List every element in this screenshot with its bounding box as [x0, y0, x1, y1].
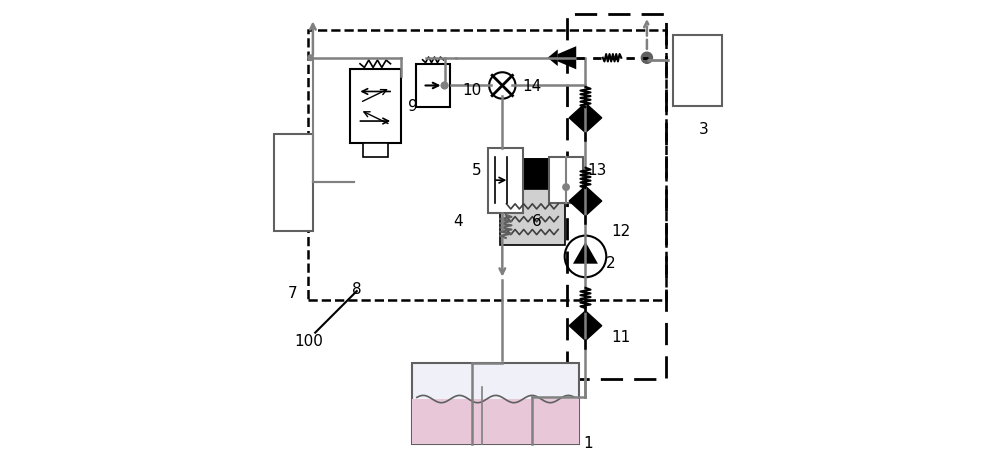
Bar: [500, 159, 565, 245]
Bar: [412, 399, 579, 444]
Bar: [350, 69, 401, 143]
Text: 100: 100: [294, 334, 323, 349]
Circle shape: [441, 82, 448, 89]
Polygon shape: [569, 186, 602, 216]
Text: 6: 6: [532, 214, 542, 229]
Text: 7: 7: [287, 286, 297, 301]
Bar: [567, 14, 666, 379]
Text: 14: 14: [523, 79, 542, 93]
Circle shape: [641, 52, 652, 63]
Text: 9: 9: [408, 99, 417, 114]
Text: 10: 10: [463, 83, 482, 98]
Bar: [274, 134, 313, 231]
Text: 13: 13: [588, 164, 607, 178]
Text: 8: 8: [352, 282, 362, 297]
Bar: [412, 363, 579, 444]
Text: 3: 3: [699, 122, 708, 137]
Polygon shape: [569, 103, 602, 133]
Bar: [363, 143, 388, 157]
Polygon shape: [569, 311, 602, 340]
Bar: [549, 157, 583, 203]
Text: 5: 5: [472, 164, 482, 178]
Text: 4: 4: [453, 214, 463, 229]
Circle shape: [441, 82, 448, 89]
Circle shape: [308, 55, 313, 61]
Text: 1: 1: [583, 436, 593, 451]
Bar: [673, 35, 722, 106]
Text: 12: 12: [611, 224, 630, 238]
Text: 11: 11: [611, 330, 630, 345]
Polygon shape: [573, 242, 598, 264]
Polygon shape: [548, 49, 558, 66]
Text: 2: 2: [606, 256, 616, 271]
Bar: [500, 159, 565, 189]
Bar: [308, 30, 666, 300]
Bar: [488, 148, 523, 213]
Polygon shape: [558, 46, 576, 69]
Bar: [416, 64, 450, 108]
Circle shape: [563, 184, 569, 190]
